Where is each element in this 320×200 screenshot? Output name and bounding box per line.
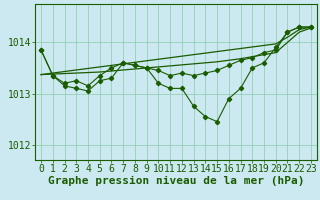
X-axis label: Graphe pression niveau de la mer (hPa): Graphe pression niveau de la mer (hPa) bbox=[48, 176, 304, 186]
